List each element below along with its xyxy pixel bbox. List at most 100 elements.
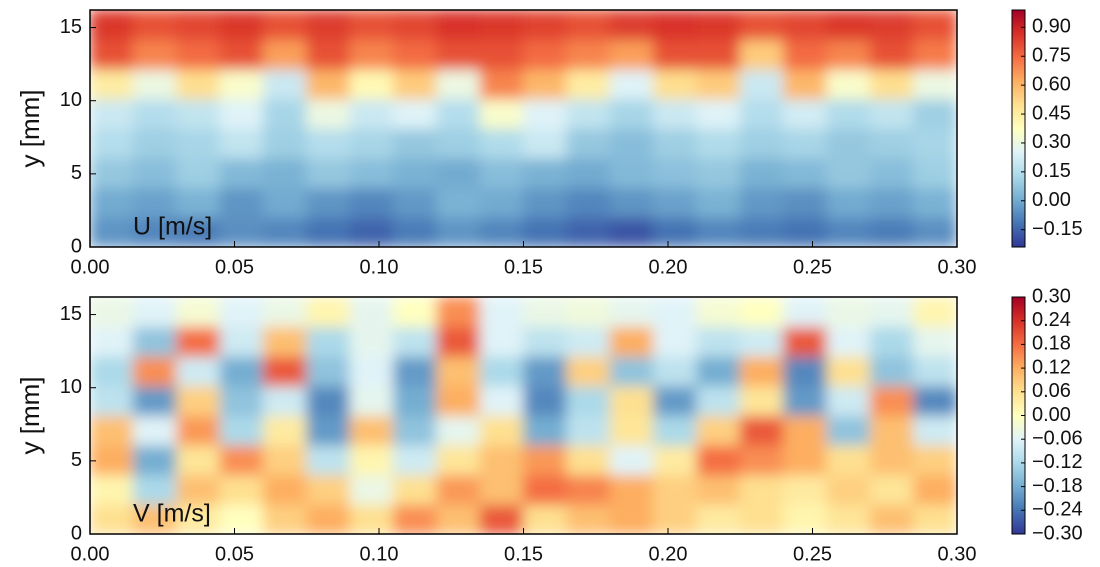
cell <box>523 157 568 189</box>
cell <box>132 415 178 446</box>
cell <box>176 68 221 100</box>
colorbar-tick-label: 0.00 <box>1032 189 1071 211</box>
cell <box>349 128 394 159</box>
cell <box>653 444 698 476</box>
cell <box>696 187 741 218</box>
cell <box>132 68 178 100</box>
cell <box>566 10 611 41</box>
cell <box>90 503 134 534</box>
colorbar-tick-label: 0.00 <box>1032 404 1071 426</box>
heatmap-cells <box>90 10 957 247</box>
cell <box>826 444 871 476</box>
cell <box>739 474 785 505</box>
cell <box>566 355 611 387</box>
cell <box>349 68 394 100</box>
cell <box>609 157 655 189</box>
cell <box>783 98 828 129</box>
cell <box>653 98 698 129</box>
cell <box>436 10 481 41</box>
cell <box>783 10 828 41</box>
cell <box>609 474 655 505</box>
cell <box>869 128 915 159</box>
cell <box>479 444 524 476</box>
cell <box>479 187 524 218</box>
cell <box>696 474 741 505</box>
cell <box>913 10 957 41</box>
cell <box>566 98 611 129</box>
cell <box>306 216 351 247</box>
cell <box>523 216 568 247</box>
cell <box>913 503 957 534</box>
cell <box>783 355 828 387</box>
x-tick-label: 0.25 <box>793 543 832 565</box>
cell <box>479 355 524 387</box>
x-tick-label: 0.20 <box>649 256 688 278</box>
cell <box>566 326 611 357</box>
cell <box>176 98 221 129</box>
cell <box>696 326 741 357</box>
cell <box>306 444 351 476</box>
cell <box>739 10 785 41</box>
cell <box>826 39 871 70</box>
colorbar-tick-label: −0.12 <box>1032 451 1083 473</box>
cell <box>479 385 524 416</box>
cell <box>826 326 871 357</box>
cell <box>653 187 698 218</box>
cell <box>653 415 698 446</box>
cell <box>826 68 871 100</box>
cell <box>219 10 264 41</box>
cell <box>826 297 871 328</box>
cell <box>523 326 568 357</box>
cell <box>739 187 785 218</box>
heatmap-cells <box>90 297 957 534</box>
cell <box>869 297 915 328</box>
cell <box>653 216 698 247</box>
cell <box>826 503 871 534</box>
colorbar-tick-label: −0.15 <box>1032 218 1083 240</box>
x-tick-label: 0.00 <box>71 256 110 278</box>
cell <box>392 157 438 189</box>
cell <box>696 98 741 129</box>
cell <box>132 98 178 129</box>
cell <box>479 415 524 446</box>
cell <box>826 10 871 41</box>
cell <box>523 385 568 416</box>
cell <box>523 187 568 218</box>
cell <box>913 128 957 159</box>
x-tick-label: 0.15 <box>504 543 543 565</box>
cell <box>262 474 308 505</box>
cell <box>869 474 915 505</box>
cell <box>826 355 871 387</box>
cell <box>739 128 785 159</box>
cell <box>826 385 871 416</box>
cell <box>392 474 438 505</box>
cell <box>653 157 698 189</box>
cell <box>262 385 308 416</box>
cell <box>436 128 481 159</box>
cell <box>132 10 178 41</box>
cell <box>219 385 264 416</box>
cell <box>90 10 134 41</box>
cell <box>479 98 524 129</box>
cell <box>609 216 655 247</box>
cell <box>90 444 134 476</box>
cell <box>219 216 264 247</box>
cell <box>566 128 611 159</box>
cell <box>262 355 308 387</box>
cell <box>306 39 351 70</box>
cell <box>653 39 698 70</box>
cell <box>739 326 785 357</box>
cell <box>783 157 828 189</box>
cell <box>219 128 264 159</box>
cell <box>219 444 264 476</box>
cell <box>739 355 785 387</box>
cell <box>436 503 481 534</box>
cell <box>523 474 568 505</box>
cell <box>176 415 221 446</box>
cell <box>783 385 828 416</box>
cell <box>913 98 957 129</box>
cell <box>566 503 611 534</box>
cell <box>913 297 957 328</box>
cell <box>90 187 134 218</box>
y-tick-label: 10 <box>60 89 82 111</box>
